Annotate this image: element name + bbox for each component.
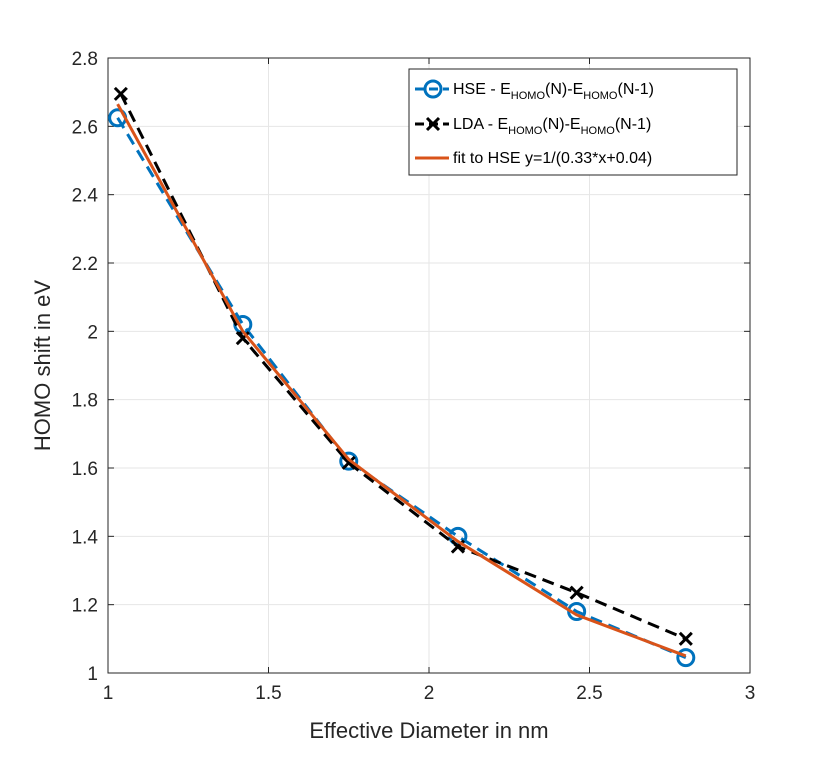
series-0 [108, 108, 696, 668]
series-line [116, 117, 687, 660]
y-tick-label: 1 [87, 664, 98, 685]
data-point [113, 86, 128, 101]
legend-label: LDA - EHOMO(N)-EHOMO(N-1) [453, 116, 651, 137]
y-tick-label: 2 [87, 322, 98, 343]
legend-box [408, 68, 738, 176]
data-point [676, 648, 696, 668]
legend-label: fit to HSE y=1/(0.33*x+0.04) [453, 150, 652, 167]
y-tick-labels: 1 1.2 1.4 1.6 1.8 2 2.2 2.4 2.6 2.8 [72, 49, 99, 685]
x-tick-label: 1 [103, 683, 114, 704]
legend: HSE - EHOMO(N)-EHOMO(N-1) LDA - EHOMO(N)-… [408, 68, 738, 176]
legend-entry-0: HSE - EHOMO(N)-EHOMO(N-1) [415, 79, 654, 102]
data-point [339, 451, 359, 471]
data-point [678, 631, 693, 646]
y-tick-label: 1.6 [72, 459, 98, 480]
x-tick-labels: 1 1.5 2 2.5 3 [103, 683, 756, 704]
axis-ticks [107, 57, 751, 674]
y-tick-label: 2.8 [72, 49, 98, 70]
series-2 [116, 103, 687, 658]
series-layer [108, 86, 696, 668]
x-axis-label: Effective Diameter in nm [309, 718, 548, 743]
series-line [116, 103, 687, 658]
x-tick-label: 2.5 [576, 683, 602, 704]
y-tick-label: 2.4 [72, 186, 99, 207]
y-axis-label: HOMO shift in eV [30, 280, 55, 451]
y-tick-label: 2.6 [72, 117, 98, 138]
y-tick-label: 2.2 [72, 254, 98, 275]
y-tick-label: 1.2 [72, 596, 98, 617]
data-point [341, 455, 356, 470]
legend-label: HSE - EHOMO(N)-EHOMO(N-1) [453, 81, 654, 102]
legend-entry-2: fit to HSE y=1/(0.33*x+0.04) [415, 150, 652, 167]
x-tick-label: 1.5 [255, 683, 281, 704]
legend-marker [425, 116, 441, 132]
y-tick-label: 1.8 [72, 391, 98, 412]
data-point [569, 585, 584, 600]
legend-entry-1: LDA - EHOMO(N)-EHOMO(N-1) [415, 116, 651, 137]
y-tick-label: 1.4 [72, 527, 99, 548]
series-line [119, 93, 687, 641]
x-tick-label: 2 [424, 683, 435, 704]
x-tick-label: 3 [745, 683, 756, 704]
legend-marker [423, 79, 443, 99]
